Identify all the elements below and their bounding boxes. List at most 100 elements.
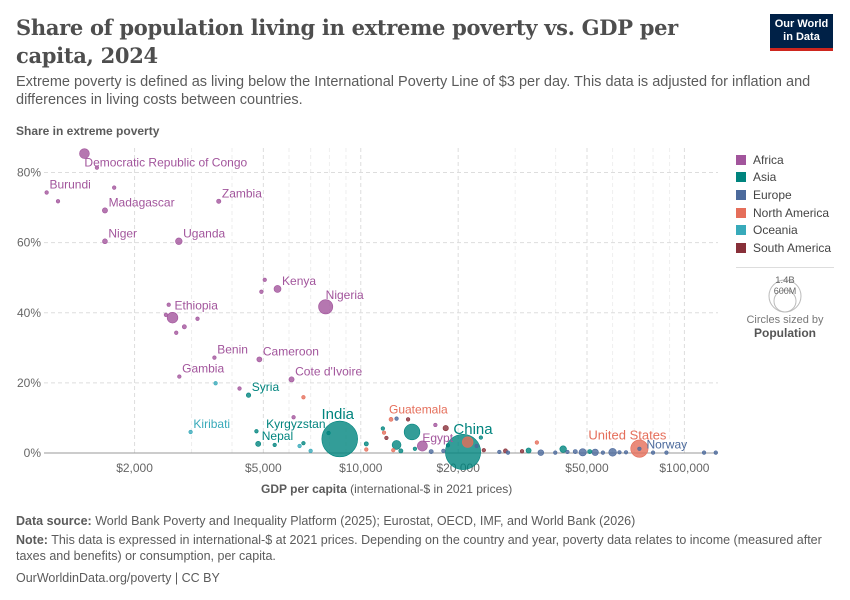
legend-label: North America	[753, 205, 830, 220]
data-point-europe	[623, 450, 629, 455]
x-tick-label: $50,000	[565, 461, 609, 475]
data-point-europe	[553, 450, 558, 455]
y-tick-label: 40%	[17, 306, 41, 320]
data-point-africa	[175, 237, 183, 245]
logo-text-line1: Our World	[774, 18, 829, 30]
data-point-asia	[321, 420, 358, 458]
point-label: Uganda	[183, 226, 225, 240]
owid-logo[interactable]: Our World in Data	[770, 14, 833, 51]
legend-swatch	[736, 225, 746, 236]
size-variable: Population	[754, 326, 816, 340]
x-axis-label: GDP per capita (international-$ in 2021 …	[261, 482, 512, 496]
point-label: Syria	[252, 380, 280, 394]
x-tick-label: $2,000	[116, 461, 153, 475]
legend-item-north-america[interactable]: North America	[736, 204, 831, 222]
data-point-asia	[525, 447, 532, 454]
size-legend-circles: 1.4B 600M	[768, 275, 802, 313]
data-point-africa	[166, 312, 179, 324]
data-point-africa	[273, 285, 282, 293]
data-point-africa	[259, 289, 264, 294]
legend-item-asia[interactable]: Asia	[736, 169, 831, 187]
note-text: This data is expressed in international-…	[16, 533, 822, 563]
data-point-south-america	[405, 417, 411, 422]
data-point-africa	[262, 277, 267, 282]
data-point-north-america	[388, 417, 394, 422]
data-point-africa	[318, 299, 334, 315]
point-label: Kenya	[282, 274, 316, 288]
data-point-asia	[380, 426, 385, 431]
y-tick-label: 80%	[17, 166, 41, 180]
data-point-asia	[559, 445, 567, 453]
legend-item-africa[interactable]: Africa	[736, 151, 831, 169]
footer-url[interactable]: OurWorldinData.org/poverty | CC BY	[16, 571, 220, 585]
legend-label: Europe	[753, 187, 792, 202]
data-point-africa	[166, 302, 171, 307]
point-label: India	[321, 406, 354, 423]
data-point-africa	[195, 316, 200, 321]
data-point-north-america	[391, 448, 396, 453]
data-point-africa	[94, 165, 100, 170]
data-point-asia	[301, 441, 306, 446]
data-point-europe	[497, 449, 502, 455]
data-point-africa	[112, 185, 117, 190]
legend-item-europe[interactable]: Europe	[736, 186, 831, 204]
data-point-africa	[181, 324, 187, 330]
data-point-asia	[272, 442, 277, 448]
source-label: Data source:	[16, 514, 92, 528]
data-point-africa	[163, 312, 169, 317]
data-point-oceania	[308, 448, 313, 453]
point-label: Burundi	[49, 178, 90, 192]
data-point-africa	[102, 238, 108, 244]
chart-subtitle: Extreme poverty is defined as living bel…	[16, 74, 811, 108]
x-tick-label: $10,000	[339, 461, 383, 475]
legend-swatch	[736, 207, 746, 218]
legend-item-south-america[interactable]: South America	[736, 239, 831, 257]
size-label-large: 1.4B	[775, 275, 795, 286]
data-point-asia	[245, 392, 252, 398]
data-point-europe	[608, 448, 617, 457]
point-label: Cameroon	[263, 344, 319, 358]
legend-label: Asia	[753, 170, 777, 185]
data-point-oceania	[188, 429, 193, 435]
data-point-africa	[174, 330, 179, 335]
point-label: Nepal	[262, 429, 293, 443]
point-label: Egypt	[422, 431, 453, 445]
data-point-europe	[578, 448, 587, 457]
y-tick-label: 60%	[17, 236, 41, 250]
legend-label: Oceania	[753, 223, 798, 238]
legend-swatch	[736, 172, 746, 183]
data-point-north-america	[534, 440, 539, 445]
legend-swatch	[736, 242, 746, 253]
size-caption: Circles sized by	[746, 314, 824, 326]
data-point-europe	[441, 448, 446, 453]
data-point-north-america	[381, 430, 387, 435]
data-point-europe	[713, 450, 718, 455]
point-label: United States	[588, 428, 667, 443]
data-point-south-america	[384, 435, 389, 441]
data-point-europe	[572, 449, 578, 454]
point-label: Niger	[108, 226, 137, 240]
data-point-north-america	[364, 447, 369, 452]
source-text: World Bank Poverty and Inequality Platfo…	[95, 514, 636, 528]
note: Note: This data is expressed in internat…	[16, 532, 836, 564]
data-point-asia	[391, 440, 402, 450]
data-point-europe	[428, 449, 434, 454]
data-point-oceania	[297, 443, 302, 449]
legend-item-oceania[interactable]: Oceania	[736, 221, 831, 239]
legend: Africa Asia Europe North America Oceania…	[736, 151, 831, 257]
legend-swatch	[736, 154, 746, 165]
data-point-africa	[44, 190, 49, 195]
point-label: Kyrgyzstan	[266, 417, 325, 431]
data-point-europe	[591, 448, 599, 456]
point-label: Guatemala	[389, 402, 448, 416]
data-point-europe	[474, 443, 479, 449]
data-point-africa	[216, 198, 222, 204]
data-point-asia	[255, 441, 262, 447]
point-label: Kiribati	[193, 417, 230, 431]
data-point-asia	[403, 423, 421, 441]
note-label: Note:	[16, 533, 48, 547]
y-axis-label: Share in extreme poverty	[16, 124, 160, 138]
data-point-asia	[398, 448, 404, 454]
data-point-asia	[445, 443, 451, 448]
